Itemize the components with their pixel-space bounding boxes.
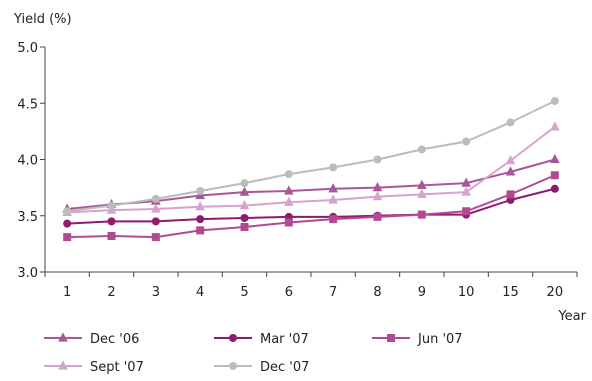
series-line [67, 158, 556, 210]
data-point [284, 185, 294, 195]
y-tick-label: 5.0 [17, 41, 38, 56]
data-point [506, 190, 515, 199]
data-point [417, 179, 427, 189]
series-line [67, 100, 556, 213]
data-point [151, 233, 160, 242]
x-tick-label: 1 [63, 285, 71, 300]
y-tick-label: 4.5 [17, 97, 38, 112]
x-tick-label: 4 [196, 285, 204, 300]
data-point [151, 203, 161, 213]
data-point [151, 194, 160, 203]
legend-label: Dec '07 [260, 360, 309, 375]
data-point [372, 191, 383, 201]
data-point [240, 214, 249, 222]
series-line [67, 174, 556, 239]
x-tick-label: 3 [152, 285, 160, 300]
data-point [196, 226, 205, 235]
data-point [239, 186, 250, 196]
data-point [461, 177, 471, 187]
data-point [63, 219, 72, 228]
data-point [329, 163, 338, 172]
x-tick-label: 7 [329, 285, 337, 300]
data-point [417, 188, 427, 198]
legend-swatch-marker [229, 362, 237, 370]
data-point [505, 166, 516, 176]
data-point [461, 186, 471, 196]
series-line [67, 126, 556, 214]
data-point [329, 215, 338, 224]
data-point [550, 184, 559, 193]
data-point [196, 187, 205, 195]
y-tick-label: 3.5 [17, 210, 38, 225]
x-tick-label: 8 [373, 285, 381, 300]
data-point [63, 207, 72, 216]
data-point [506, 118, 515, 127]
legend-label: Jun '07 [417, 332, 463, 347]
data-point [550, 153, 560, 164]
x-tick-label: 2 [107, 285, 115, 300]
y-tick-label: 4.0 [17, 154, 38, 169]
data-point [372, 182, 383, 192]
data-point [373, 212, 382, 221]
data-point [195, 201, 205, 211]
data-point [63, 233, 72, 242]
legend-swatch-marker [387, 334, 395, 342]
data-point [417, 210, 426, 219]
data-point [328, 194, 338, 204]
data-point [417, 145, 426, 154]
x-tick-label: 15 [502, 285, 519, 300]
data-point [107, 217, 116, 226]
x-tick-label: 9 [418, 285, 426, 300]
data-point [462, 207, 471, 216]
legend-label: Dec '06 [90, 332, 139, 347]
x-tick-label: 10 [458, 285, 475, 300]
y-tick-label: 3.0 [17, 266, 38, 281]
data-point [240, 179, 249, 188]
data-point [462, 137, 471, 146]
data-point [284, 170, 293, 179]
legend-label: Sept '07 [90, 360, 144, 375]
data-point [240, 223, 249, 231]
data-point [550, 171, 559, 180]
data-point [284, 218, 293, 227]
data-point [284, 196, 294, 206]
data-point [505, 155, 516, 165]
legend-swatch-marker [58, 332, 68, 342]
data-point [373, 155, 382, 164]
legend-swatch-marker [58, 360, 68, 370]
data-point [550, 121, 560, 131]
data-point [151, 217, 160, 226]
data-point [550, 97, 559, 105]
data-point [107, 201, 116, 210]
data-point [107, 232, 116, 240]
series-line [67, 187, 556, 225]
x-tick-label: 20 [547, 285, 564, 300]
legend-swatch-marker [229, 334, 237, 342]
x-tick-label: 5 [240, 285, 248, 300]
data-point [239, 200, 250, 210]
x-axis-label: Year [557, 309, 586, 324]
legend-label: Mar '07 [260, 332, 309, 347]
data-point [196, 215, 205, 224]
x-tick-label: 6 [285, 285, 293, 300]
data-point [328, 183, 338, 193]
y-axis-label: Yield (%) [13, 12, 72, 27]
